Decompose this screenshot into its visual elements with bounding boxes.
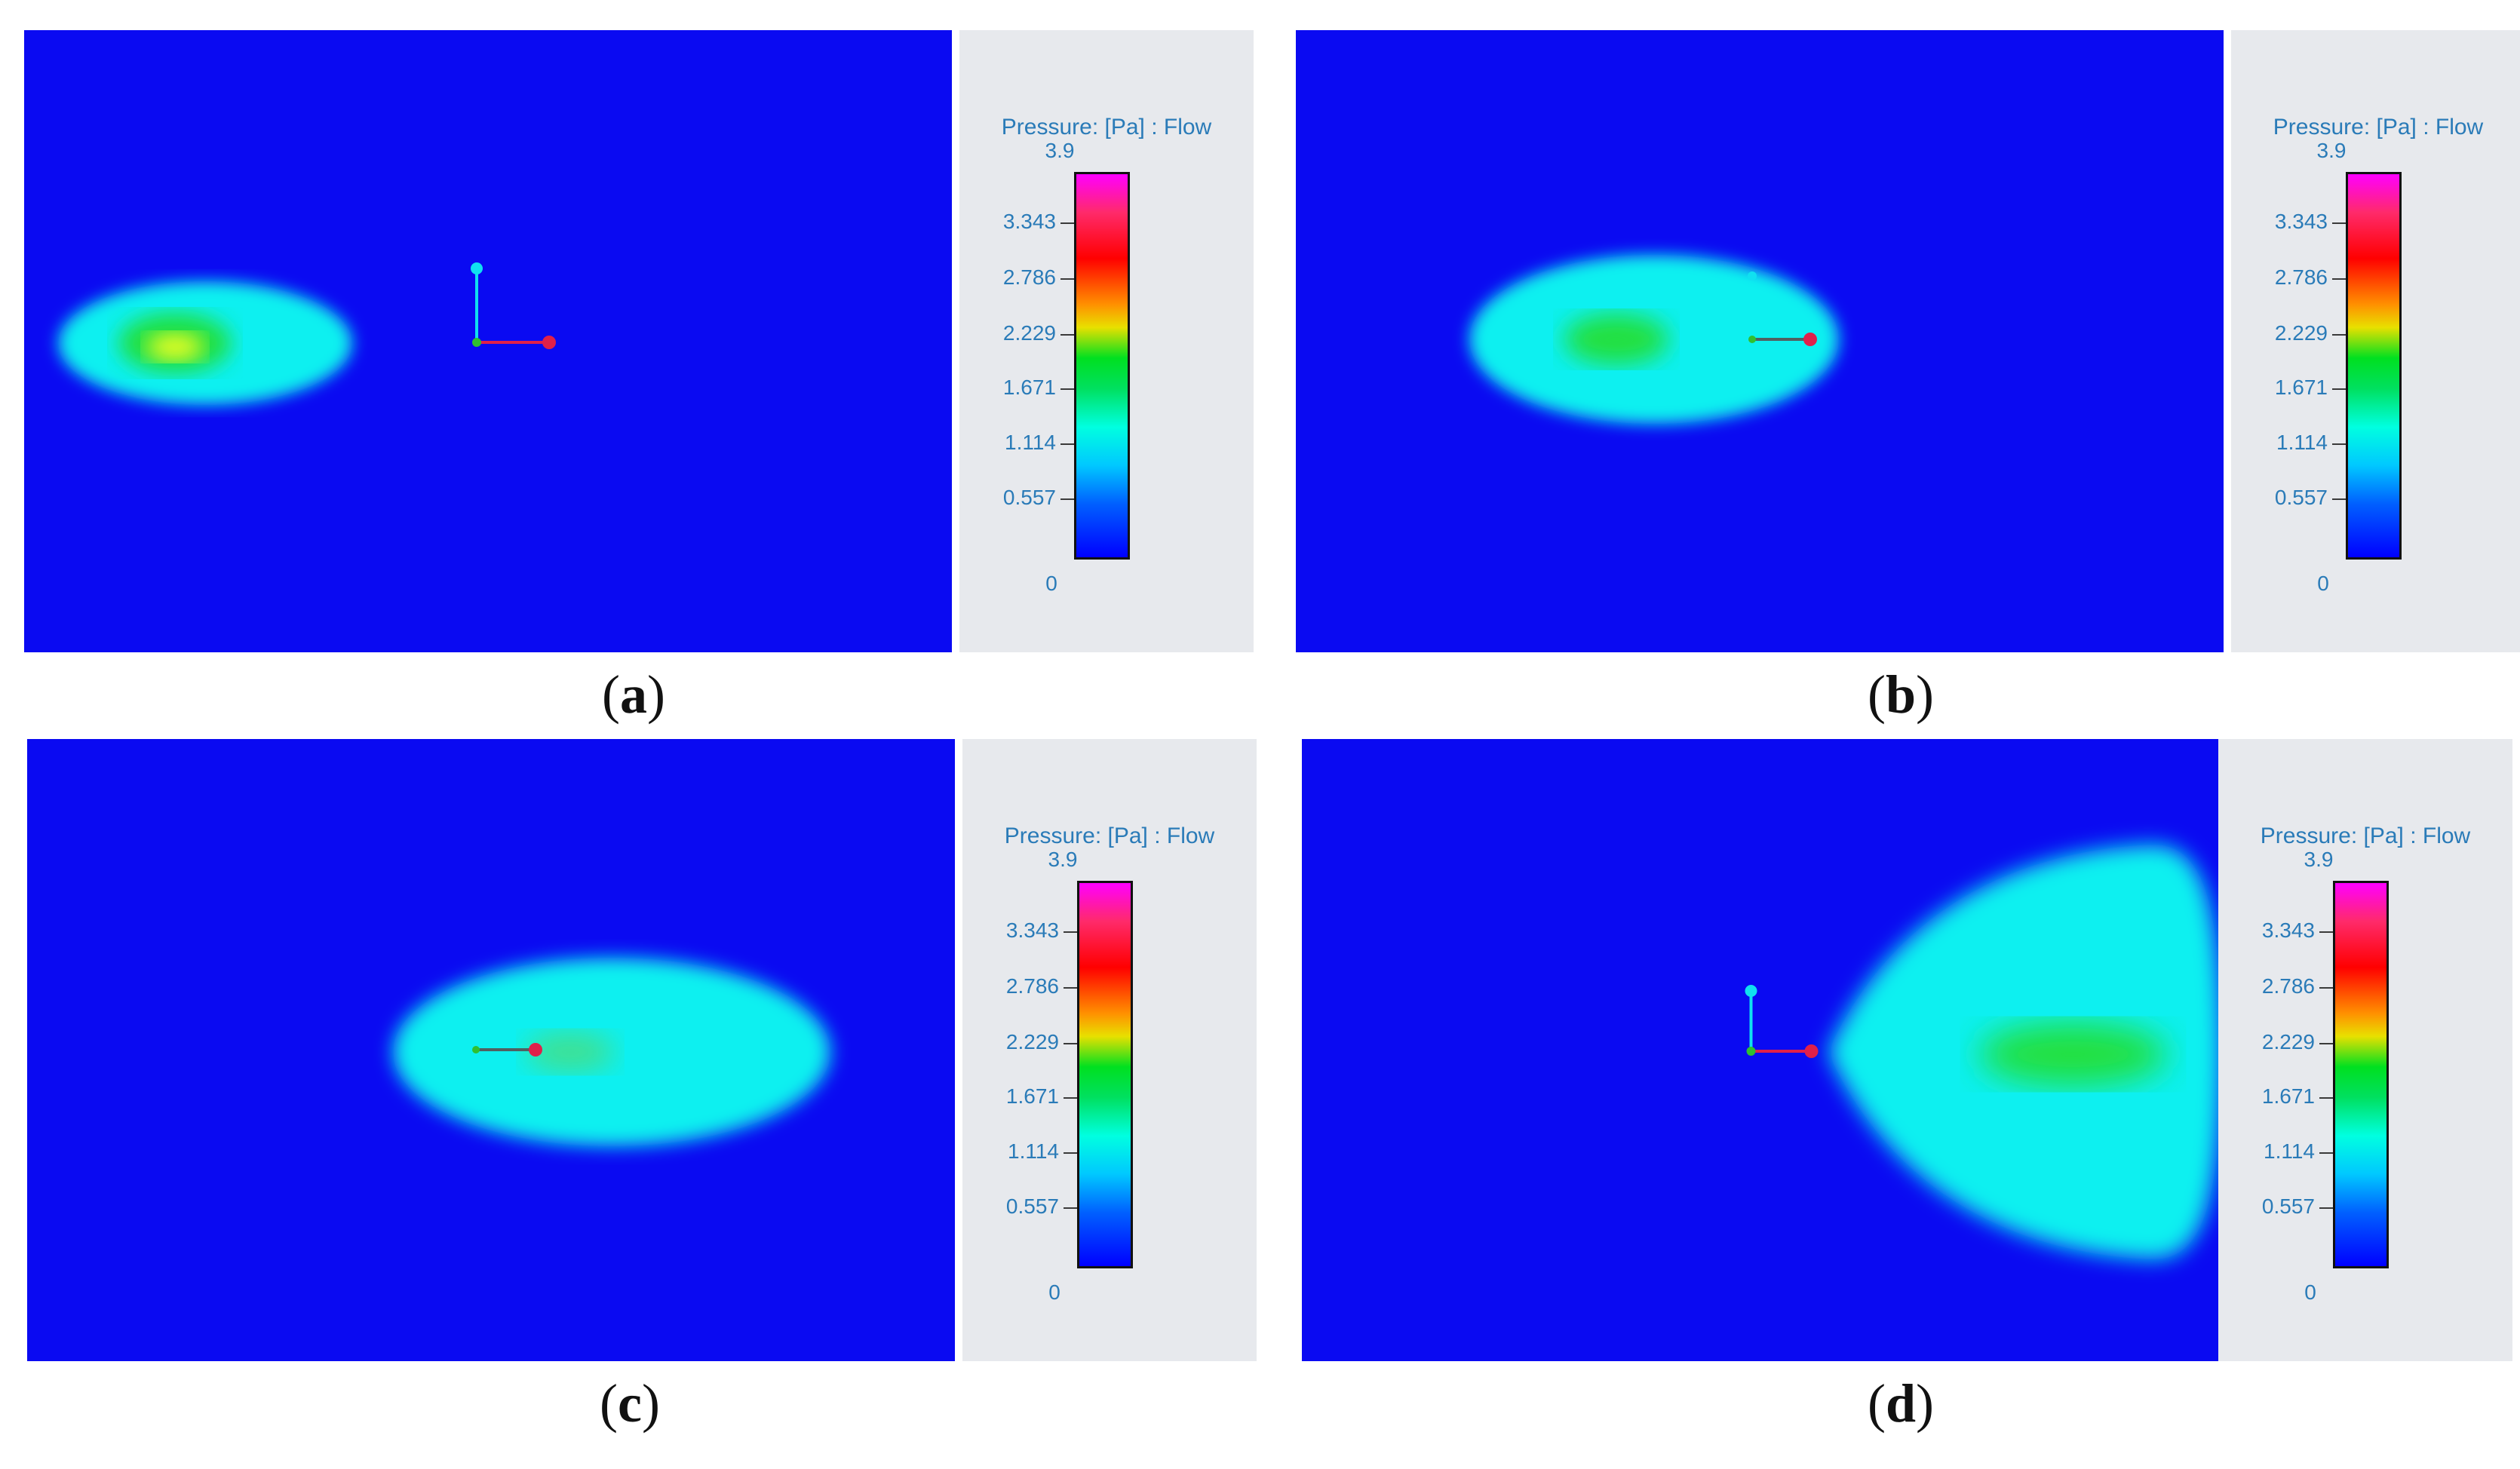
pressure-field-d (1302, 739, 2218, 1361)
legend-min: 0 (1048, 1280, 1060, 1304)
tick-mark (1064, 987, 1077, 989)
color-scale-bar (2333, 881, 2389, 1268)
legend-max: 3.9 (2304, 848, 2334, 871)
legend-min: 0 (1045, 572, 1057, 595)
tick-mark (2319, 931, 2333, 933)
legend-max: 3.9 (1045, 139, 1075, 162)
caption-letter: b (1885, 664, 1917, 725)
legend-title: Pressure: [Pa] : Flow (2260, 823, 2471, 848)
colorbar-legend-b: Pressure: [Pa] : Flow 3.9 3.343 2.786 2.… (2231, 30, 2520, 652)
tick-label: 1.671 (2261, 1084, 2315, 1108)
tick-label: 2.786 (2274, 265, 2328, 289)
tick-label: 1.114 (1008, 1139, 1059, 1163)
caption-letter: a (620, 664, 647, 725)
panel-a: Pressure: [Pa] : Flow 3.9 3.343 2.786 2.… (24, 30, 1254, 652)
tick-label: 3.343 (2261, 919, 2315, 942)
tick-label: 1.114 (1005, 431, 1056, 454)
tick-mark (2332, 443, 2346, 445)
legend-title: Pressure: [Pa] : Flow (1004, 823, 1215, 848)
caption-d: (d) (1867, 1373, 1934, 1434)
tick-label: 1.114 (2264, 1139, 2315, 1163)
legend-title: Pressure: [Pa] : Flow (2273, 115, 2484, 140)
pressure-field-b (1296, 30, 2224, 652)
tick-mark (2332, 334, 2346, 336)
legend-min: 0 (2317, 572, 2329, 595)
pressure-field-c (27, 739, 955, 1361)
plume-c (393, 958, 830, 1146)
pressure-field-a (24, 30, 952, 652)
tick-label: 2.229 (2261, 1030, 2315, 1053)
tick-mark (1060, 388, 1074, 390)
legend-title: Pressure: [Pa] : Flow (1001, 115, 1212, 140)
tick-mark (1060, 278, 1074, 280)
tick-mark (1064, 1097, 1077, 1099)
caption-c: (c) (600, 1373, 660, 1434)
tick-mark (1064, 1152, 1077, 1154)
tick-label: 3.343 (1002, 210, 1056, 233)
tick-mark (2319, 1152, 2333, 1154)
tick-mark (2319, 987, 2333, 989)
tick-label: 0.557 (2261, 1195, 2315, 1218)
tick-mark (1060, 334, 1074, 336)
tick-mark (1064, 931, 1077, 933)
tick-mark (2319, 1207, 2333, 1209)
tick-mark (2319, 1097, 2333, 1099)
tick-mark (1064, 1207, 1077, 1209)
color-scale-bar (2346, 172, 2402, 560)
colorbar-legend-a: Pressure: [Pa] : Flow 3.9 3.343 2.786 2.… (959, 30, 1254, 652)
tick-label: 2.229 (2274, 321, 2328, 345)
tick-label: 2.786 (1005, 974, 1059, 998)
caption-a: (a) (602, 664, 665, 725)
plume-a (58, 262, 556, 405)
colorbar-legend-c: Pressure: [Pa] : Flow 3.9 3.343 2.786 2.… (962, 739, 1257, 1361)
tick-label: 3.343 (1005, 919, 1059, 942)
tick-label: 0.557 (1002, 486, 1056, 509)
caption-b: (b) (1867, 664, 1934, 725)
tick-mark (2319, 1043, 2333, 1044)
tick-mark (2332, 498, 2346, 500)
tick-label: 1.671 (2274, 376, 2328, 399)
tick-mark (1064, 1043, 1077, 1044)
panel-b: Pressure: [Pa] : Flow 3.9 3.343 2.786 2.… (1296, 30, 2520, 652)
tick-mark (2332, 278, 2346, 280)
legend-min: 0 (2304, 1280, 2316, 1304)
tick-mark (1060, 222, 1074, 224)
tick-label: 2.229 (1002, 321, 1056, 345)
tick-label: 1.671 (1005, 1084, 1059, 1108)
tick-label: 2.786 (2261, 974, 2315, 998)
tick-label: 1.671 (1002, 376, 1056, 399)
plume-d (1745, 845, 2218, 1259)
tick-mark (1060, 498, 1074, 500)
tick-label: 2.786 (1002, 265, 1056, 289)
tick-label: 1.114 (2276, 431, 2328, 454)
tick-label: 0.557 (1005, 1195, 1059, 1218)
tick-mark (1060, 443, 1074, 445)
panel-d: Pressure: [Pa] : Flow 3.9 3.343 2.786 2.… (1302, 739, 2520, 1361)
tick-label: 3.343 (2274, 210, 2328, 233)
color-scale-bar (1077, 881, 1133, 1268)
legend-max: 3.9 (1048, 848, 1078, 871)
tick-label: 2.229 (1005, 1030, 1059, 1053)
caption-letter: c (618, 1373, 642, 1434)
caption-letter: d (1885, 1373, 1917, 1434)
tick-mark (2332, 222, 2346, 224)
legend-max: 3.9 (2316, 139, 2347, 162)
colorbar-legend-d: Pressure: [Pa] : Flow 3.9 3.343 2.786 2.… (2218, 739, 2512, 1361)
tick-label: 0.557 (2274, 486, 2328, 509)
tick-mark (2332, 388, 2346, 390)
panel-c: Pressure: [Pa] : Flow 3.9 3.343 2.786 2.… (27, 739, 1257, 1361)
plume-b (1469, 255, 1839, 424)
color-scale-bar (1074, 172, 1130, 560)
